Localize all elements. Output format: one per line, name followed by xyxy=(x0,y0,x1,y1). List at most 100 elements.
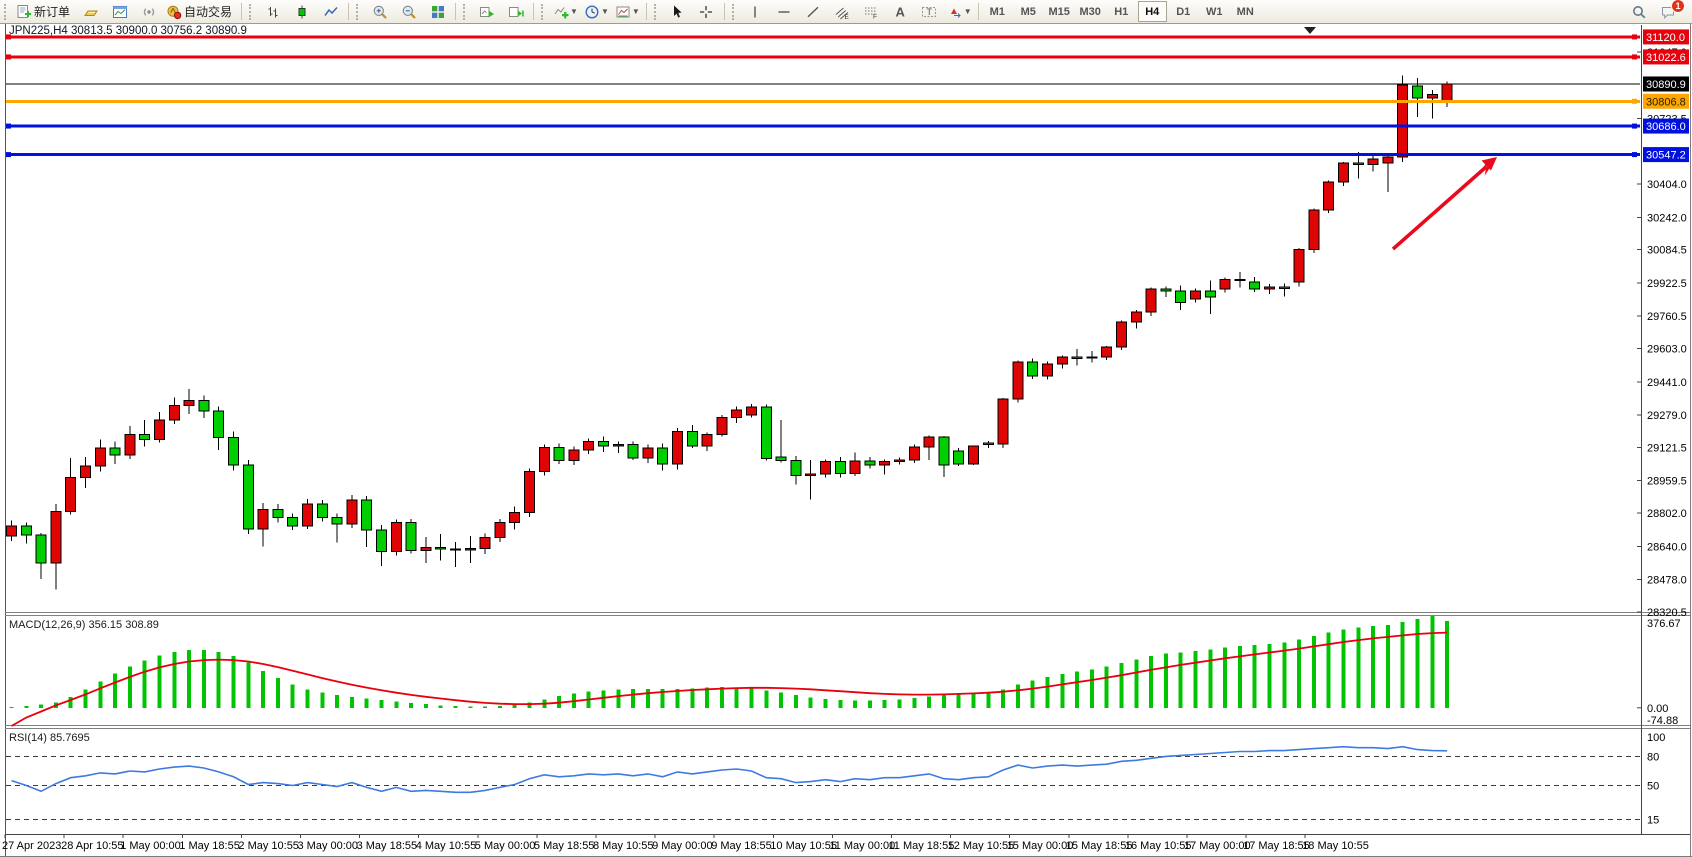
rsi-levels: 100 80 50 15 xyxy=(6,732,1665,826)
chart-line-button[interactable] xyxy=(316,0,345,23)
cursor-button[interactable] xyxy=(663,0,692,23)
svg-text:28478.0: 28478.0 xyxy=(1647,575,1687,587)
new-order-icon xyxy=(17,4,31,18)
notification-badge: 1 xyxy=(1671,0,1685,13)
svg-text:31022.6: 31022.6 xyxy=(1646,52,1686,64)
chart-shift-marker[interactable] xyxy=(1304,27,1316,34)
timeframe-button-m30[interactable]: M30 xyxy=(1079,5,1101,18)
timeframe-button-d1[interactable]: D1 xyxy=(1176,5,1191,18)
svg-text:T: T xyxy=(927,7,933,17)
chart-bars-button[interactable] xyxy=(258,0,287,23)
new-order-button[interactable]: 新订单 xyxy=(13,0,76,23)
zoom-out-button[interactable] xyxy=(394,0,423,23)
timeframe-button-m15[interactable]: M15 xyxy=(1048,5,1070,18)
equidistant-channel-button[interactable]: E xyxy=(828,0,857,23)
tile-windows-button[interactable] xyxy=(423,0,452,23)
rsi-pane xyxy=(11,745,1448,794)
fibonacci-button[interactable]: F xyxy=(857,0,886,23)
dropdown-arrow-icon[interactable]: ▼ xyxy=(600,7,609,16)
templates-button[interactable]: ▼ xyxy=(612,0,643,23)
svg-text:F: F xyxy=(873,13,877,20)
autotrade-button[interactable]: 自动交易 xyxy=(163,0,238,23)
level-lines[interactable] xyxy=(6,34,1640,158)
time-axis: 27 Apr 2023 28 Apr 10:551 May 00:001 May … xyxy=(2,834,1369,852)
svg-text:30686.0: 30686.0 xyxy=(1646,121,1686,133)
timeframe-button-m1[interactable]: M1 xyxy=(989,5,1005,18)
chart-candles-button[interactable] xyxy=(287,0,316,23)
timeframe-button-w1[interactable]: W1 xyxy=(1205,5,1223,18)
timeframe-button-mn[interactable]: MN xyxy=(1236,5,1254,18)
chart-line-icon xyxy=(323,6,338,16)
indicators-button[interactable]: ▼ xyxy=(550,0,581,23)
templates-icon xyxy=(616,6,630,17)
tile-windows-icon xyxy=(431,5,444,18)
svg-text:17 May 18:55: 17 May 18:55 xyxy=(1243,840,1310,852)
equidistant-channel-icon: E xyxy=(835,7,850,20)
chart-shift-icon xyxy=(508,6,524,17)
trend-line-button[interactable] xyxy=(799,0,828,23)
svg-text:30084.5: 30084.5 xyxy=(1647,245,1687,257)
svg-text:17 May 00:00: 17 May 00:00 xyxy=(1184,840,1251,852)
autotrade-icon xyxy=(167,5,182,19)
toolbar-grip[interactable] xyxy=(4,3,11,20)
svg-text:1 May 18:55: 1 May 18:55 xyxy=(179,840,240,852)
svg-text:30547.2: 30547.2 xyxy=(1646,150,1686,162)
trend-line-icon xyxy=(807,6,819,17)
svg-text:18 May 10:55: 18 May 10:55 xyxy=(1302,840,1369,852)
chat-button[interactable]: 1 xyxy=(1653,0,1685,23)
search-button[interactable] xyxy=(1624,0,1653,23)
candles-layer xyxy=(6,75,1453,590)
svg-text:30404.0: 30404.0 xyxy=(1647,179,1687,191)
toolbar-grip[interactable] xyxy=(731,3,739,20)
dropdown-arrow-icon[interactable]: ▼ xyxy=(631,7,640,16)
timeframe-button-h1[interactable]: H1 xyxy=(1114,5,1129,18)
chart-frame xyxy=(0,23,1692,857)
text-button[interactable]: A xyxy=(886,0,915,23)
periods-button[interactable]: ▼ xyxy=(581,0,612,23)
svg-text:4 May 10:55: 4 May 10:55 xyxy=(416,840,477,852)
chart-shift-button[interactable] xyxy=(501,0,530,23)
new-order-label: 新订单 xyxy=(34,5,71,19)
timeframe-button-m5[interactable]: M5 xyxy=(1020,5,1036,18)
zoom-in-button[interactable] xyxy=(365,0,394,23)
timeframe-button-h4[interactable]: H4 xyxy=(1137,1,1167,22)
svg-text:29760.5: 29760.5 xyxy=(1647,311,1687,323)
dropdown-arrow-icon[interactable]: ▼ xyxy=(570,7,578,16)
svg-text:29279.0: 29279.0 xyxy=(1647,410,1687,422)
crosshair-button[interactable] xyxy=(692,0,721,23)
macd-value-main: 356.15 xyxy=(88,619,123,631)
svg-text:A: A xyxy=(896,4,906,19)
svg-text:28802.0: 28802.0 xyxy=(1647,508,1687,520)
auto-scroll-button[interactable] xyxy=(472,0,501,23)
signal-button[interactable] xyxy=(134,0,163,23)
macd-title: MACD(12,26,9) xyxy=(9,619,86,631)
toolbar-grip[interactable] xyxy=(249,3,256,20)
macd-indicator-label: MACD(12,26,9) 356.15 308.89 xyxy=(9,619,159,631)
svg-text:15: 15 xyxy=(1647,814,1659,826)
trend-arrow[interactable] xyxy=(1391,157,1497,251)
svg-text:31120.0: 31120.0 xyxy=(1646,32,1685,44)
price-axis: 31047.030723.530404.030242.030084.529922… xyxy=(1637,47,1687,619)
gold-bar-button[interactable] xyxy=(76,0,105,23)
svg-text:5 May 18:55: 5 May 18:55 xyxy=(534,840,595,852)
vertical-line-button[interactable] xyxy=(741,0,770,23)
toolbar-grip[interactable] xyxy=(541,3,548,20)
toolbar-grip[interactable] xyxy=(463,3,470,20)
macd-scale: 376.67 0.00-74.88 xyxy=(1637,618,1681,727)
horizontal-line-button[interactable] xyxy=(770,0,799,23)
arrows-button[interactable]: ▼ xyxy=(944,0,975,23)
toolbar-grip[interactable] xyxy=(653,3,661,20)
chart-window-icon xyxy=(112,5,127,18)
cursor-icon xyxy=(674,5,682,18)
indicators-icon xyxy=(554,6,569,18)
toolbar-grip[interactable] xyxy=(356,3,363,20)
svg-text:28959.5: 28959.5 xyxy=(1647,476,1687,488)
dropdown-arrow-icon[interactable]: ▼ xyxy=(963,7,972,16)
text-icon: A xyxy=(896,4,906,19)
chart-title: JPN225,H4 30813.5 30900.0 30756.2 30890.… xyxy=(9,25,247,37)
text-label-button[interactable]: T xyxy=(915,0,944,23)
svg-text:28 Apr 10:55: 28 Apr 10:55 xyxy=(61,840,123,852)
chart-window-button[interactable] xyxy=(105,0,134,23)
svg-text:80: 80 xyxy=(1647,751,1659,763)
